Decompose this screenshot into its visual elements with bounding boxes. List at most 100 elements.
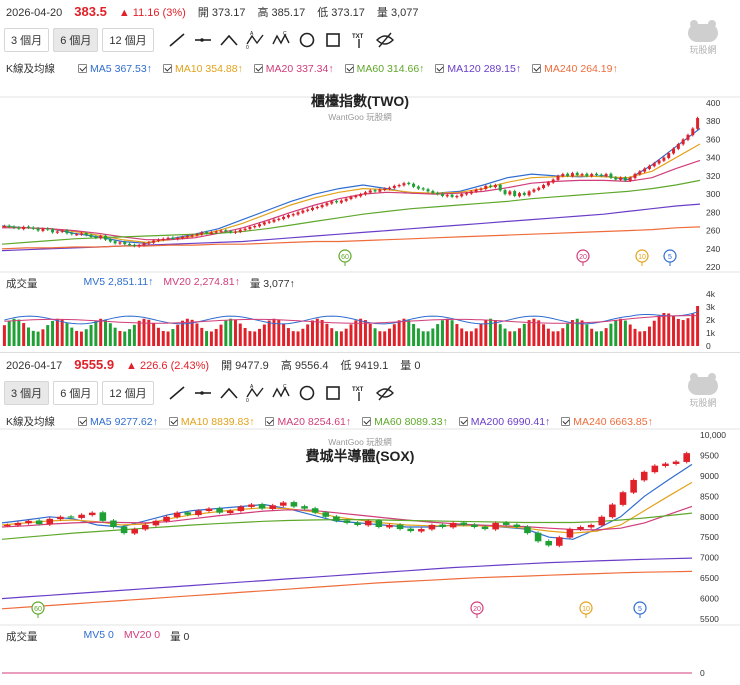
ma10-toggle[interactable]: MA10 8839.83↑ [168,416,254,428]
volume-bar [330,328,334,346]
candle-body [513,191,517,196]
volume-bar [243,327,247,346]
horizontal-line-icon[interactable] [192,383,214,403]
candle-body [226,510,234,514]
checkbox-icon[interactable] [532,64,542,73]
ma5-toggle[interactable]: MA5 367.53↑ [78,63,152,75]
ma5-toggle[interactable]: MA5 9277.62↑ [78,416,158,428]
ma120-toggle[interactable]: MA120 289.15↑ [435,63,521,75]
volume-bar [200,327,204,346]
volume-bar [628,324,632,346]
ma200-toggle[interactable]: MA200 6990.41↑ [458,416,550,428]
period-6m-button[interactable]: 6 個月 [53,28,99,52]
volume-bar [248,331,252,346]
abcd-pattern-icon[interactable]: C [270,383,292,403]
candle-body [296,212,300,215]
candle-body [566,529,574,538]
volume-bar [31,330,35,346]
period-3m-button[interactable]: 3 個月 [4,381,50,405]
ma-line-ma240 [1,570,693,610]
candle-body [104,235,107,240]
rectangle-icon[interactable] [322,30,344,50]
period-12m-button[interactable]: 12 個月 [102,381,154,405]
ma120-value: 289.15↑ [483,62,522,75]
ma240-toggle[interactable]: MA240 264.19↑ [532,63,618,75]
text-icon[interactable]: TXT [348,30,370,50]
volume-bar [277,319,281,346]
candle-body [17,227,21,229]
checkbox-icon[interactable] [362,417,372,426]
checkbox-icon[interactable] [168,417,178,426]
trend-line-icon[interactable] [166,30,188,50]
price-chart[interactable]: 400 380 360 340 320 300 280 260 240 220 櫃檯指數(TWO) W… [0,0,740,352]
circle-icon[interactable] [296,383,318,403]
candle-body [455,195,459,198]
volume-bar [513,331,517,346]
abcd-pattern-icon[interactable]: C [270,30,292,50]
candle-body [78,514,85,518]
period-12m-button[interactable]: 12 個月 [102,28,154,52]
checkbox-icon[interactable] [265,417,275,426]
checkbox-icon[interactable] [344,64,354,73]
trend-line-icon[interactable] [166,383,188,403]
candle-body [609,504,616,518]
candle-body [683,453,690,462]
volume-bar [128,329,132,346]
checkbox-icon[interactable] [78,64,88,73]
checkbox-icon[interactable] [561,417,571,426]
candle-body [253,226,257,228]
angle-line-icon[interactable] [218,30,240,50]
checkbox-icon[interactable] [253,64,263,73]
ma240-label: MA240 [573,415,607,428]
candle-body [99,236,103,239]
angle-line-icon[interactable] [218,383,240,403]
ma20-toggle[interactable]: MA20 337.34↑ [253,63,334,75]
circle-icon[interactable] [296,30,318,50]
candle-body [137,245,141,247]
volume-bar [691,313,695,346]
horizontal-line-icon[interactable] [192,30,214,50]
checkbox-icon[interactable] [78,417,88,426]
ma20-label: MA20 [277,415,305,428]
svg-text:0: 0 [246,45,249,49]
low-label: 低 [317,7,329,19]
candle-body [590,174,594,177]
period-6m-button[interactable]: 6 個月 [53,381,99,405]
ma-line-ma5 [1,463,693,540]
volume-bar [566,323,570,346]
volume-bar [460,328,464,346]
rectangle-icon[interactable] [322,383,344,403]
checkbox-icon[interactable] [458,417,468,426]
volume-bar [436,324,440,346]
ma240-toggle[interactable]: MA240 6663.85↑ [561,416,653,428]
candle-body [4,524,11,527]
volume-bar [156,327,160,346]
hide-drawings-icon[interactable] [374,30,396,50]
ma60-toggle[interactable]: MA60 314.66↑ [344,62,424,75]
volume-bar [479,324,483,346]
volume-bar [595,331,598,346]
text-icon[interactable]: TXT [348,383,370,403]
hide-drawings-icon[interactable] [374,383,396,403]
ma60-label: MA60 [356,62,385,75]
candle-body [450,194,454,197]
ma-line-ma10 [1,143,701,244]
checkbox-icon[interactable] [435,64,445,73]
ma20-toggle[interactable]: MA20 8254.61↑ [265,416,351,428]
period-3m-button[interactable]: 3 個月 [4,28,50,52]
volume-bar [55,318,59,346]
ma60-toggle[interactable]: MA60 8089.33↑ [362,416,448,428]
ma10-toggle[interactable]: MA10 354.88↑ [162,62,243,75]
candle-body [502,522,510,525]
price-chart[interactable]: 10,0009500900085008000750070006500600055… [0,353,740,685]
candle-body [46,518,54,525]
candle-body [445,195,449,197]
mv20-label: MV20 [123,629,152,641]
candle-body [335,201,339,203]
volume-bar [291,331,295,346]
ma60-label: MA60 [374,415,402,428]
checkbox-icon[interactable] [162,64,172,73]
ma10-value: 354.88↑ [205,62,243,75]
